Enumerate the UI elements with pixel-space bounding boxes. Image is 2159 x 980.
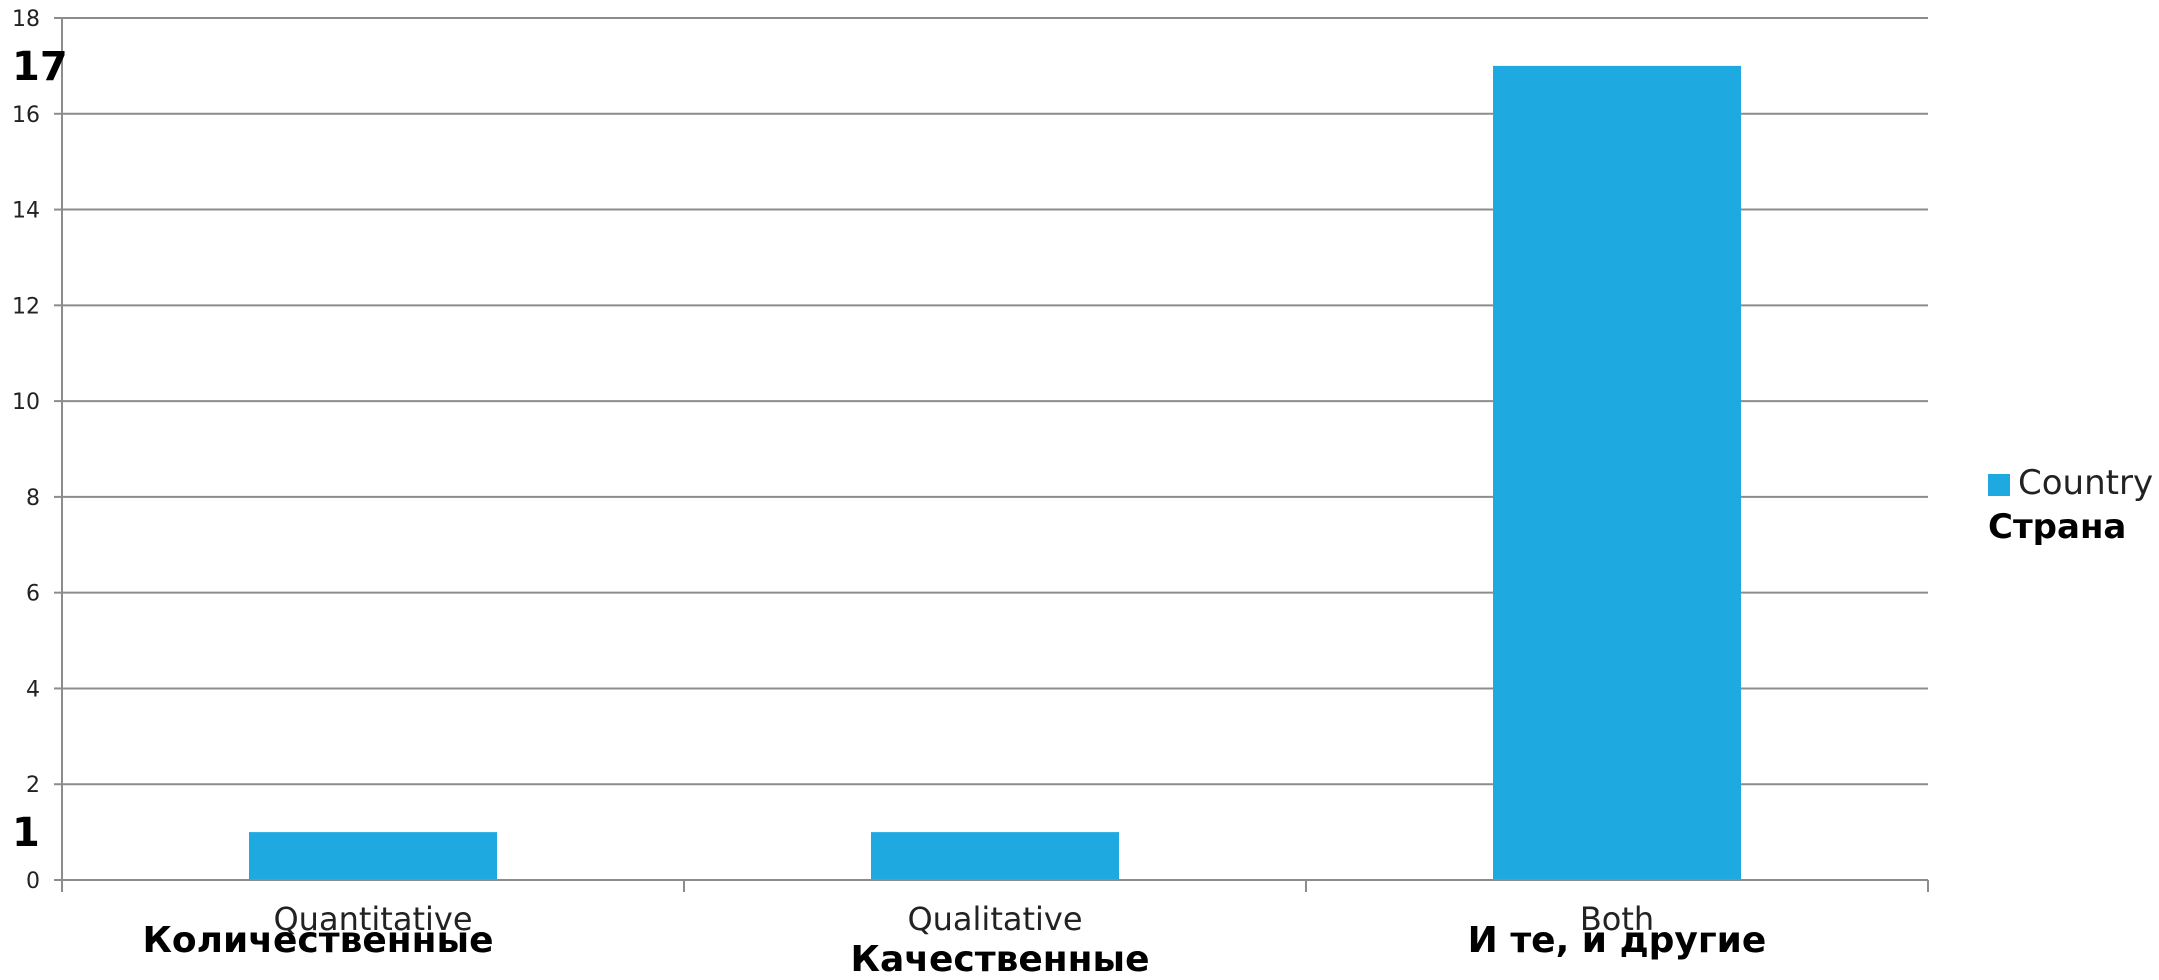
bar-quantitative [249,832,497,880]
y-tick-label: 14 [12,199,40,224]
x-category-label-ru: Качественные [851,939,1150,980]
highlighted-value-17: 17 [12,44,68,90]
legend-series-name: Country [2018,463,2153,503]
x-category-label-ru: Количественные [143,920,494,961]
legend-swatch [1988,474,2010,496]
y-tick-label: 16 [12,103,40,128]
x-category-label: Qualitative [907,900,1082,938]
y-tick-label: 0 [26,869,40,894]
x-axis [61,18,1929,892]
x-category-label: Quantitative [273,900,472,938]
y-tick-label: 12 [12,294,40,319]
y-tick-label: 8 [26,486,40,511]
y-tick-label: 2 [26,773,40,798]
y-tick-label: 6 [26,582,40,607]
highlighted-value-1: 1 [12,810,40,856]
legend-series-name-ru: Страна [1988,507,2126,547]
y-tick-label: 4 [26,677,40,702]
bar-both [1493,65,1741,880]
x-category-label: Both [1580,900,1654,938]
grid-lines [62,17,1928,786]
bars [249,65,1741,880]
y-axis-ticks: 0 2 4 6 8 10 12 14 16 18 [12,7,62,894]
y-tick-label: 18 [12,7,40,32]
highlighted-values: 17 1 [12,44,68,856]
y-tick-label: 10 [12,390,40,415]
x-category-label-ru: И те, и другие [1468,920,1767,961]
bar-qualitative [871,832,1119,880]
